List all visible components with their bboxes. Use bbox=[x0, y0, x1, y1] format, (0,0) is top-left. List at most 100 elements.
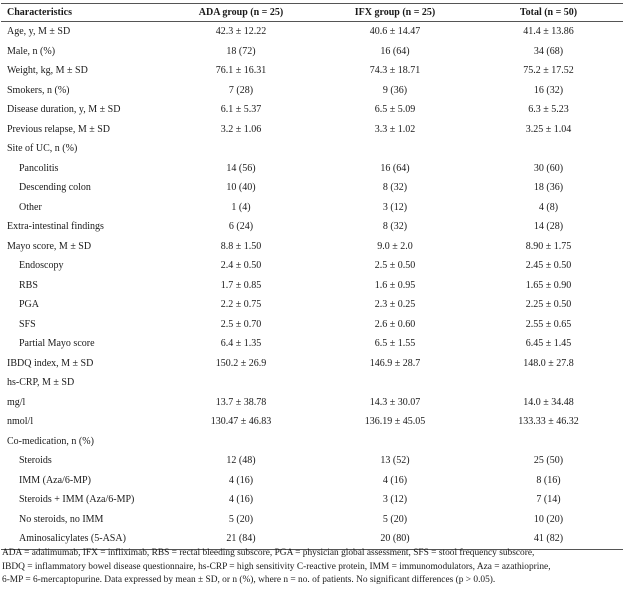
total-value bbox=[474, 432, 623, 452]
total-value: 8 (16) bbox=[536, 474, 561, 486]
total-value: 148.0 ± 27.8 bbox=[523, 357, 574, 369]
table-row: RBS 1.7 ± 0.85 1.6 ± 0.95 1.65 ± 0.90 bbox=[1, 276, 623, 296]
row-label: Site of UC, n (%) bbox=[7, 143, 78, 154]
ifx-value: 3.3 ± 1.02 bbox=[374, 123, 416, 135]
ifx-value: 5 (20) bbox=[382, 513, 408, 525]
ada-value: 12 (48) bbox=[226, 455, 256, 466]
header-ada-group: ADA group (n = 25) bbox=[166, 3, 316, 22]
row-label: No steroids, no IMM bbox=[19, 513, 104, 525]
row-label: Steroids + IMM (Aza/6-MP) bbox=[19, 494, 135, 505]
ada-value: 6.4 ± 1.35 bbox=[220, 338, 262, 349]
total-value: 30 (60) bbox=[533, 162, 564, 174]
total-value: 25 (50) bbox=[533, 455, 564, 466]
table-row: Age, y, M ± SD 42.3 ± 12.22 40.6 ± 14.47 41… bbox=[1, 22, 623, 42]
table-row: PGA 2.2 ± 0.75 2.3 ± 0.25 2.25 ± 0.50 bbox=[1, 295, 623, 315]
header-total: Total (n = 50) bbox=[474, 3, 623, 22]
row-label: PGA bbox=[19, 299, 40, 310]
row-label: IBDQ index, M ± SD bbox=[7, 357, 94, 369]
table-row: Endoscopy 2.4 ± 0.50 2.5 ± 0.50 2.45 ± 0.50 bbox=[1, 256, 623, 276]
ifx-value: 2.5 ± 0.50 bbox=[374, 260, 416, 271]
row-label: Aminosalicylates (5-ASA) bbox=[1, 529, 166, 550]
ada-value: 14 (56) bbox=[226, 162, 256, 174]
ada-value: 1 (4) bbox=[231, 201, 251, 213]
table-row: Site of UC, n (%) bbox=[1, 139, 623, 159]
header-row: Characteristics ADA group (n = 25) IFX g… bbox=[1, 3, 623, 22]
ada-value: 6.1 ± 5.37 bbox=[220, 104, 262, 115]
ada-value bbox=[166, 139, 316, 159]
ada-value bbox=[166, 373, 316, 393]
table-row: Aminosalicylates (5-ASA) 21 (84) 20 (80) 41… bbox=[1, 529, 623, 550]
total-value: 14.0 ± 34.48 bbox=[523, 396, 574, 408]
table-row: Other 1 (4) 3 (12) 4 (8) bbox=[1, 198, 623, 218]
footnote-line: ADA = adalimumab, IFX = infliximab, RBS … bbox=[2, 548, 535, 558]
ada-value: 76.1 ± 16.31 bbox=[215, 65, 267, 76]
ifx-value: 14.3 ± 30.07 bbox=[369, 396, 421, 408]
ada-value: 2.4 ± 0.50 bbox=[220, 260, 262, 271]
ada-value: 5 (20) bbox=[228, 513, 254, 525]
ifx-value: 8 (32) bbox=[382, 182, 408, 193]
total-value: 18 (36) bbox=[533, 182, 564, 193]
total-value: 6.45 ± 1.45 bbox=[525, 338, 572, 349]
row-label: IMM (Aza/6-MP) bbox=[19, 474, 91, 486]
ifx-value: 16 (64) bbox=[380, 45, 410, 57]
ifx-value: 8 (32) bbox=[382, 221, 408, 232]
row-label: Other bbox=[19, 201, 42, 213]
table-row: Descending colon 10 (40) 8 (32) 18 (36) bbox=[1, 178, 623, 198]
ada-value: 21 (84) bbox=[166, 529, 316, 550]
ada-value: 6 (24) bbox=[228, 221, 254, 232]
row-label: nmol/l bbox=[7, 416, 34, 427]
row-label: Previous relapse, M ± SD bbox=[7, 123, 110, 135]
ada-value: 1.7 ± 0.85 bbox=[220, 279, 262, 291]
row-label: Smokers, n (%) bbox=[7, 84, 70, 96]
total-value bbox=[474, 139, 623, 159]
table-row: Co-medication, n (%) bbox=[1, 432, 623, 452]
row-label: hs-CRP, M ± SD bbox=[7, 377, 75, 388]
table-row: nmol/l 130.47 ± 46.83 136.19 ± 45.05 133.33… bbox=[1, 412, 623, 432]
ada-value: 150.2 ± 26.9 bbox=[215, 357, 267, 369]
ifx-value: 9.0 ± 2.0 bbox=[377, 240, 413, 252]
row-label: Partial Mayo score bbox=[19, 338, 95, 349]
ifx-value: 40.6 ± 14.47 bbox=[369, 26, 421, 37]
total-value: 6.3 ± 5.23 bbox=[528, 104, 569, 115]
table-row: Previous relapse, M ± SD 3.2 ± 1.06 3.3 ± … bbox=[1, 120, 623, 140]
row-label: Male, n (%) bbox=[7, 45, 56, 57]
ifx-value: 1.6 ± 0.95 bbox=[374, 279, 416, 291]
ifx-value: 6.5 ± 1.55 bbox=[374, 338, 416, 349]
table-row: Pancolitis 14 (56) 16 (64) 30 (60) bbox=[1, 159, 623, 179]
header-ifx-group: IFX group (n = 25) bbox=[316, 3, 474, 22]
ifx-value: 74.3 ± 18.71 bbox=[369, 65, 421, 76]
total-value: 75.2 ± 17.52 bbox=[523, 65, 574, 76]
total-value: 3.25 ± 1.04 bbox=[525, 123, 572, 135]
total-value: 2.45 ± 0.50 bbox=[525, 260, 572, 271]
total-value: 16 (32) bbox=[533, 84, 564, 96]
ada-value: 3.2 ± 1.06 bbox=[220, 123, 262, 135]
row-label: RBS bbox=[19, 279, 38, 291]
total-value: 8.90 ± 1.75 bbox=[525, 240, 572, 252]
row-label: Endoscopy bbox=[19, 260, 64, 271]
ifx-value bbox=[316, 432, 474, 452]
total-value: 1.65 ± 0.90 bbox=[525, 279, 572, 291]
ifx-value: 2.3 ± 0.25 bbox=[374, 299, 416, 310]
ifx-value: 16 (64) bbox=[380, 162, 410, 174]
total-value bbox=[474, 373, 623, 393]
characteristics-table: Characteristics ADA group (n = 25) IFX g… bbox=[1, 3, 623, 550]
row-label: Age, y, M ± SD bbox=[7, 26, 71, 37]
footnote-line: IBDQ = inflammatory bowel disease questi… bbox=[2, 561, 551, 572]
table-header: Characteristics ADA group (n = 25) IFX g… bbox=[1, 3, 623, 22]
total-value: 41.4 ± 13.86 bbox=[523, 26, 574, 37]
row-label: SFS bbox=[19, 318, 36, 330]
ifx-value bbox=[316, 373, 474, 393]
total-value: 14 (28) bbox=[533, 221, 564, 232]
footnote-line: 6-MP = 6-mercaptopurine. Data expressed … bbox=[2, 575, 496, 585]
row-label: Mayo score, M ± SD bbox=[7, 240, 92, 252]
ifx-value: 6.5 ± 5.09 bbox=[374, 104, 416, 115]
ifx-value: 9 (36) bbox=[382, 84, 408, 96]
row-label: Steroids bbox=[19, 455, 52, 466]
ifx-value: 136.19 ± 45.05 bbox=[364, 416, 426, 427]
ada-value: 2.5 ± 0.70 bbox=[220, 318, 262, 330]
ifx-value: 3 (12) bbox=[382, 201, 408, 213]
ada-value: 8.8 ± 1.50 bbox=[220, 240, 262, 252]
table-row: Weight, kg, M ± SD 76.1 ± 16.31 74.3 ± 18.… bbox=[1, 61, 623, 81]
table-row: IMM (Aza/6-MP) 4 (16) 4 (16) 8 (16) bbox=[1, 471, 623, 491]
